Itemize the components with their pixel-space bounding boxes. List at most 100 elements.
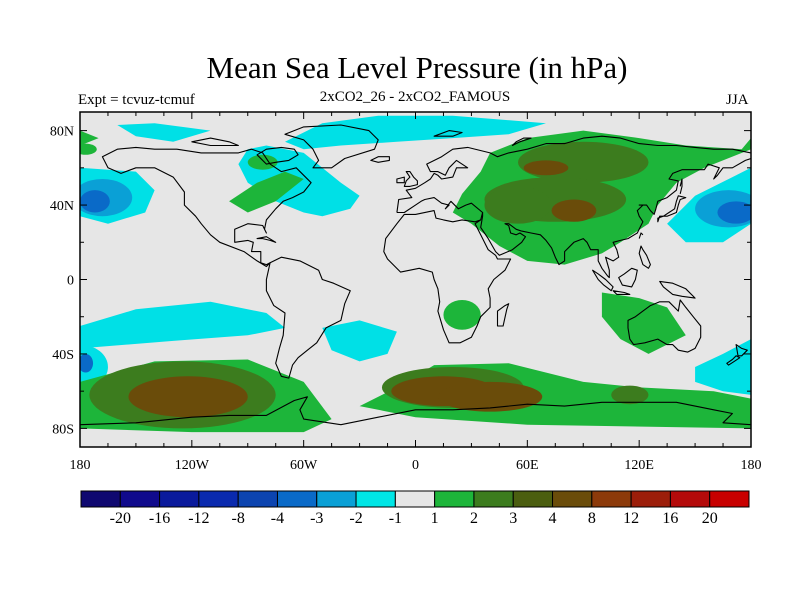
colorbar-box (276, 490, 318, 508)
new-zealand-south-coast (726, 355, 741, 366)
canadian-archipelago-coast (191, 137, 239, 147)
southern-africa-green (443, 299, 481, 330)
colorbar-label: -12 (188, 510, 209, 527)
canada-arctic-cyan (117, 123, 211, 142)
southern-ocean-brown (128, 376, 248, 418)
colorbar-label: 8 (588, 510, 596, 527)
colorbar-box (394, 490, 436, 508)
cuba-coast (256, 236, 277, 243)
colorbar-label: -4 (271, 510, 284, 527)
sakhalin-coast (679, 178, 683, 195)
south-pacific-cyan-band (80, 301, 285, 349)
sumatra-coast (592, 269, 614, 292)
north-america-coast (101, 146, 312, 268)
new-guinea-coast (659, 280, 696, 299)
greenland-coast (284, 124, 379, 169)
colorbar-label: 2 (470, 510, 478, 527)
central-asia-brown (551, 199, 597, 222)
iceland-coast (370, 156, 390, 163)
colorbar-box (630, 490, 671, 508)
experiment-label: Expt = tcvuz-tcmuf (78, 92, 195, 108)
colorbar-box (316, 490, 357, 508)
lon-tick-label: 0 (412, 458, 419, 473)
coastlines (80, 124, 751, 426)
philippines-coast (638, 245, 651, 269)
antarctica-coast (80, 396, 751, 426)
north-america-green (229, 171, 304, 213)
colorbar-box (552, 490, 593, 508)
java-coast (612, 290, 631, 295)
hudson-green (247, 154, 278, 170)
season-label: JJA (726, 92, 749, 108)
lat-tick-label: 80S (52, 422, 74, 437)
siberia-brown (523, 160, 569, 176)
colorbar-label: -20 (110, 510, 131, 527)
colorbar-label: -2 (349, 510, 362, 527)
lon-tick-label: 180 (70, 458, 91, 473)
caspian-green-dark (484, 186, 552, 224)
lat-tick-label: 40N (50, 199, 74, 214)
colorbar-label: 3 (509, 510, 517, 527)
plot-title: Mean Sea Level Pressure (in hPa) (206, 50, 628, 85)
colorbar-label: -16 (149, 510, 170, 527)
japan-coast (657, 195, 687, 223)
asia-south-east-coast (480, 157, 751, 279)
colorbar-label: 20 (702, 510, 718, 527)
africa-coast (383, 197, 512, 344)
bering-green (80, 130, 99, 146)
lon-tick-label: 60E (516, 458, 539, 473)
colorbar-box (159, 490, 200, 508)
north-pacific-blue-mid (80, 190, 110, 213)
colorbar-box (669, 490, 711, 508)
chukchi-green (80, 143, 97, 155)
lon-tick-label: 180 (741, 458, 762, 473)
antarctic-green-dark (611, 385, 649, 405)
colorbar-box (80, 490, 121, 508)
arctic-cyan-band (285, 115, 546, 150)
south-indian-brown (437, 381, 543, 412)
colorbar-box (512, 490, 554, 508)
colorbar-label: -8 (232, 510, 245, 527)
colorbar-box (198, 490, 239, 508)
west-pacific-blue-mid (717, 201, 751, 224)
colorbar-label: 12 (623, 510, 639, 527)
colorbar-label: 16 (662, 510, 678, 527)
colorbar-box (237, 490, 278, 508)
south-america-coast (265, 256, 351, 379)
madagascar-coast (496, 303, 510, 327)
south-pacific-west-blue (80, 353, 94, 373)
taiwan-coast (638, 232, 644, 239)
novaya-zemlya-coast (511, 137, 532, 147)
colorbar-box (355, 490, 396, 508)
axis-labels: 80N 40N 0 40S 80S 180 120W 60W 0 60E 120E 180 (50, 125, 762, 473)
lon-tick-label: 120W (175, 458, 210, 473)
colorbar-label: -3 (310, 510, 323, 527)
colorbar-box (119, 490, 161, 508)
colorbar-box (591, 490, 632, 508)
lat-tick-label: 40S (52, 348, 74, 363)
new-zealand-north-coast (735, 344, 748, 357)
eurasia-north-coast (396, 135, 751, 213)
colorbar-box (473, 490, 514, 508)
lon-tick-label: 120E (624, 458, 654, 473)
great-britain-coast (403, 171, 418, 187)
colorbar-label: 4 (549, 510, 557, 527)
colorbar-box (709, 490, 750, 508)
lat-tick-label: 80N (50, 125, 74, 140)
lat-tick-label: 0 (67, 274, 74, 289)
indian-ocean-green (601, 292, 686, 354)
australia-coast (627, 299, 702, 353)
comparison-label: 2xCO2_26 - 2xCO2_FAMOUS (319, 89, 511, 105)
pressure-anomaly-field (80, 115, 751, 433)
svalbard-coast (433, 130, 463, 137)
colorbar-label: -1 (389, 510, 402, 527)
south-atlantic-cyan (322, 320, 397, 362)
colorbar-box (434, 490, 475, 508)
borneo-coast (618, 267, 638, 288)
baffin-island-coast (256, 146, 299, 165)
ireland-coast (396, 176, 405, 184)
colorbar-label: 1 (431, 510, 439, 527)
axis-ticks (79, 112, 752, 447)
